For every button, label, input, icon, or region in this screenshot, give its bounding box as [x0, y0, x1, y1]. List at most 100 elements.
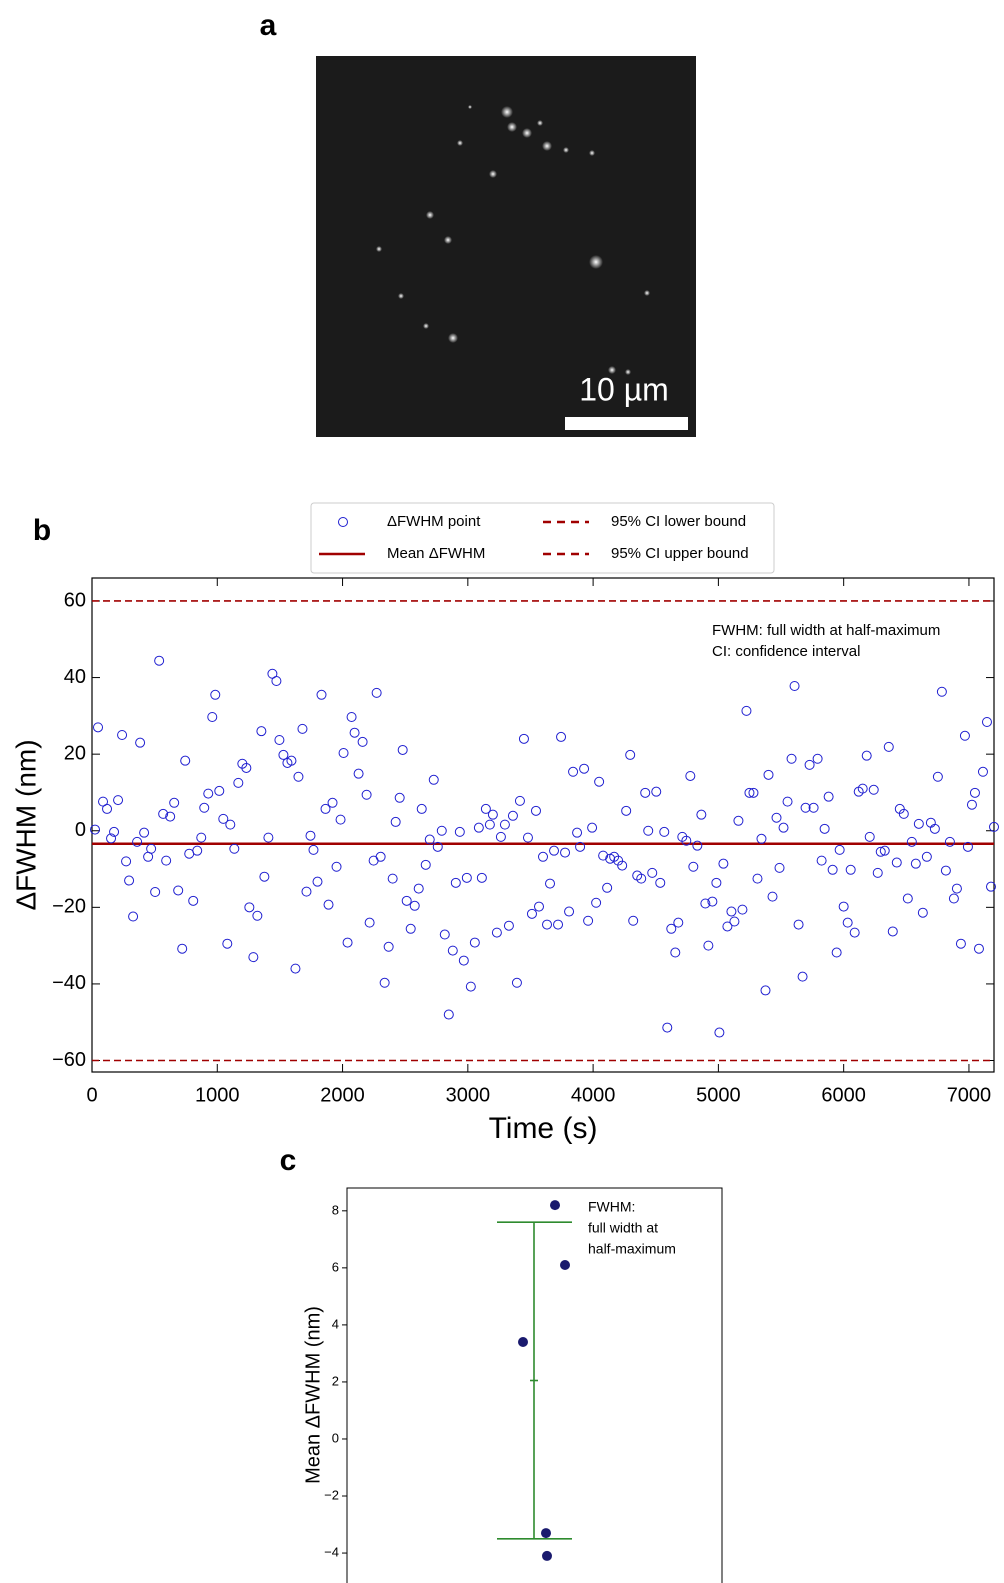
- annotation: half-maximum: [588, 1241, 676, 1257]
- data-point: [891, 857, 902, 868]
- data-point: [771, 812, 782, 823]
- data-point: [823, 791, 834, 802]
- data-point: [518, 733, 529, 744]
- y-tick-label: −2: [324, 1487, 339, 1502]
- data-point: [628, 915, 639, 926]
- data-point: [797, 971, 808, 982]
- data-point: [293, 771, 304, 782]
- data-point: [335, 814, 346, 825]
- data-point: [737, 904, 748, 915]
- data-point: [248, 952, 259, 963]
- data-point: [553, 919, 564, 930]
- data-point: [450, 877, 461, 888]
- data-point: [218, 813, 229, 824]
- data-point: [722, 921, 733, 932]
- data-point: [542, 1550, 552, 1561]
- data-point: [256, 726, 267, 737]
- data-point: [117, 730, 128, 741]
- data-point: [375, 851, 386, 862]
- data-point: [263, 832, 274, 843]
- data-point: [109, 826, 120, 837]
- data-point: [666, 923, 677, 934]
- data-point: [842, 917, 853, 928]
- data-point: [756, 833, 767, 844]
- data-point: [741, 705, 752, 716]
- annotation: CI: confidence interval: [712, 643, 860, 660]
- data-point: [121, 856, 132, 867]
- micrograph: 10 µm: [316, 56, 696, 437]
- data-point: [879, 845, 890, 856]
- data-point: [368, 855, 379, 866]
- data-point: [913, 818, 924, 829]
- data-point: [207, 712, 218, 723]
- x-axis-label: Time (s): [489, 1112, 598, 1145]
- data-point: [357, 736, 368, 747]
- y-tick-label: 6: [332, 1259, 339, 1274]
- data-point: [700, 898, 711, 909]
- data-point: [752, 873, 763, 884]
- data-point: [621, 805, 632, 816]
- data-point: [707, 896, 718, 907]
- data-point: [428, 774, 439, 785]
- data-point: [688, 861, 699, 872]
- data-point: [981, 716, 992, 727]
- data-point: [327, 797, 338, 808]
- data-point: [342, 937, 353, 948]
- data-point: [530, 805, 541, 816]
- data-point: [383, 941, 394, 952]
- data-point: [349, 727, 360, 738]
- data-point: [845, 864, 856, 875]
- data-point: [473, 822, 484, 833]
- x-tick-label: 6000: [821, 1084, 866, 1106]
- data-point: [439, 929, 450, 940]
- data-point: [480, 803, 491, 814]
- data-point: [861, 750, 872, 761]
- data-point: [169, 797, 180, 808]
- data-point: [214, 785, 225, 796]
- legend-marker: [338, 517, 348, 527]
- data-point: [192, 845, 203, 856]
- data-point: [786, 753, 797, 764]
- data-point: [499, 819, 510, 830]
- data-point: [526, 908, 537, 919]
- y-tick-label: −40: [52, 972, 86, 994]
- data-point: [659, 826, 670, 837]
- data-point: [636, 873, 647, 884]
- data-point: [875, 846, 886, 857]
- data-point: [929, 823, 940, 834]
- data-point: [424, 834, 435, 845]
- data-point: [744, 787, 755, 798]
- data-point: [503, 920, 514, 931]
- data-point: [128, 911, 139, 922]
- data-point: [940, 865, 951, 876]
- data-point: [416, 803, 427, 814]
- data-point: [297, 723, 308, 734]
- plot-frame: [91, 577, 995, 1073]
- data-point: [331, 861, 342, 872]
- data-point: [346, 712, 357, 723]
- data-point: [959, 730, 970, 741]
- data-point: [394, 792, 405, 803]
- data-point: [458, 955, 469, 966]
- y-tick-label: −4: [324, 1544, 339, 1559]
- data-point: [161, 855, 172, 866]
- x-tick-label: 5000: [696, 1084, 741, 1106]
- data-point: [196, 832, 207, 843]
- data-point: [390, 816, 401, 827]
- data-point: [681, 835, 692, 846]
- panel-label: b: [33, 514, 51, 547]
- data-point: [767, 891, 778, 902]
- data-point: [864, 831, 875, 842]
- data-point: [454, 826, 465, 837]
- data-point: [487, 809, 498, 820]
- data-point: [379, 977, 390, 988]
- data-point: [714, 1027, 725, 1038]
- data-point: [816, 855, 827, 866]
- data-point: [564, 906, 575, 917]
- data-point: [602, 882, 613, 893]
- data-point: [647, 867, 658, 878]
- data-point: [906, 836, 917, 847]
- data-point: [476, 872, 487, 883]
- x-tick-label: 4000: [571, 1084, 616, 1106]
- data-point: [748, 787, 759, 798]
